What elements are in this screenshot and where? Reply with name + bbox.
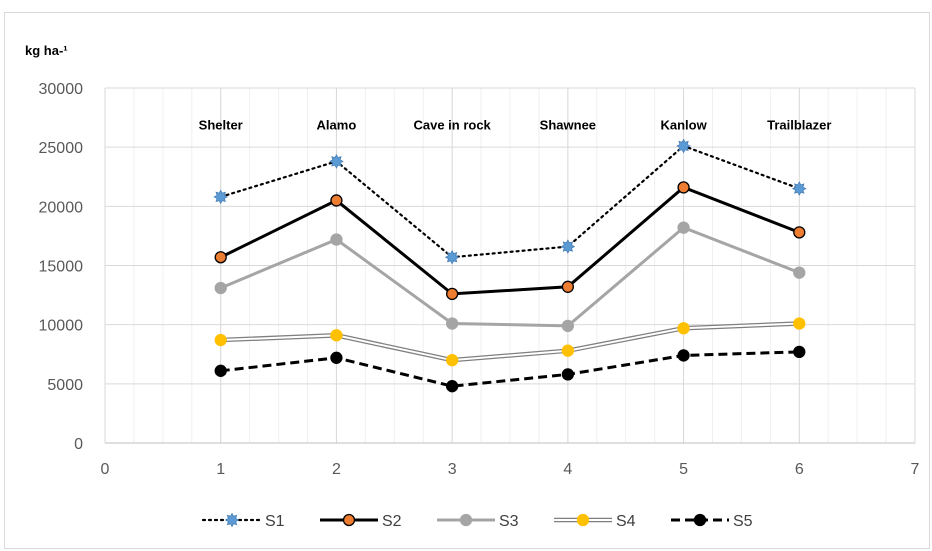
x-tick-label: 5 bbox=[679, 461, 688, 478]
data-point-S1 bbox=[676, 138, 691, 154]
annotation-label: Shelter bbox=[199, 117, 243, 132]
data-point-S1 bbox=[329, 154, 344, 169]
legend-swatch-marker bbox=[342, 513, 356, 527]
series-S3 bbox=[214, 221, 806, 333]
x-tick-label: 4 bbox=[563, 461, 572, 478]
grid-lines bbox=[104, 87, 916, 444]
legend-swatch-marker bbox=[576, 513, 590, 527]
data-point-S2 bbox=[330, 194, 343, 207]
chart-frame bbox=[4, 12, 930, 549]
data-point-S5 bbox=[793, 345, 806, 359]
legend-label: S4 bbox=[616, 513, 636, 530]
series-S4 bbox=[214, 317, 806, 367]
y-tick-label: 20000 bbox=[39, 199, 84, 216]
data-point-S2 bbox=[677, 181, 690, 194]
legend-item-S5: S5 bbox=[671, 513, 753, 530]
series-line-S2 bbox=[220, 185, 800, 296]
data-point-S5 bbox=[561, 368, 575, 381]
legend-swatch-marker bbox=[693, 513, 707, 527]
data-point-S4 bbox=[677, 322, 690, 335]
data-point-S4 bbox=[214, 333, 227, 347]
series-S5 bbox=[214, 345, 806, 393]
legend-label: S2 bbox=[382, 513, 402, 530]
x-tick-label: 1 bbox=[216, 461, 225, 478]
annotation-label: Alamo bbox=[317, 117, 357, 132]
legend-swatch-marker bbox=[459, 513, 473, 527]
y-tick-label: 0 bbox=[74, 436, 83, 453]
y-axis-label: kg ha-¹ bbox=[25, 43, 68, 58]
y-tick-label: 15000 bbox=[39, 259, 84, 276]
data-point-S2 bbox=[214, 251, 227, 264]
data-point-S4 bbox=[793, 317, 806, 330]
legend-label: S3 bbox=[499, 513, 519, 530]
x-tick-label: 0 bbox=[101, 461, 110, 478]
data-point-S2 bbox=[561, 280, 575, 293]
axes: 0 5000 10000 15000 20000 25000 30000 0 1 2 3 4 5 6 7 bbox=[39, 81, 920, 478]
y-tick-label: 30000 bbox=[39, 81, 84, 98]
legend-item-S3: S3 bbox=[437, 513, 519, 530]
annotation-label: Kanlow bbox=[660, 117, 707, 132]
y-tick-label: 10000 bbox=[39, 318, 84, 335]
x-tick-label: 7 bbox=[911, 461, 920, 478]
series-S1 bbox=[213, 138, 807, 265]
x-tick-label: 6 bbox=[795, 461, 804, 478]
data-point-S5 bbox=[330, 351, 343, 364]
legend: S1 S2 S3 S4 S5 bbox=[201, 512, 753, 530]
y-tick-label: 25000 bbox=[39, 140, 84, 157]
data-point-S5 bbox=[445, 380, 459, 393]
x-tick-label: 3 bbox=[448, 461, 457, 478]
data-point-S4 bbox=[445, 354, 459, 367]
data-point-S3 bbox=[330, 233, 343, 246]
data-point-S3 bbox=[677, 221, 690, 234]
legend-label: S1 bbox=[265, 513, 285, 530]
data-point-S2 bbox=[445, 287, 459, 301]
series-S2 bbox=[214, 181, 806, 301]
annotation-label: Trailblazer bbox=[767, 117, 831, 132]
x-tick-label: 2 bbox=[332, 461, 341, 478]
annotation-label: Cave in rock bbox=[413, 117, 491, 132]
y-tick-label: 5000 bbox=[47, 377, 83, 394]
data-point-S3 bbox=[561, 319, 575, 333]
legend-item-S1: S1 bbox=[201, 512, 285, 530]
data-point-S3 bbox=[445, 317, 459, 330]
data-point-S1 bbox=[560, 239, 576, 254]
annotation-label: Shawnee bbox=[540, 117, 596, 132]
data-point-S2 bbox=[793, 226, 806, 239]
data-point-S4 bbox=[330, 329, 343, 342]
series-layer bbox=[213, 138, 807, 393]
series-line-S1 bbox=[219, 144, 801, 259]
annotation-layer: Shelter Alamo Cave in rock Shawnee Kanlow Tra… bbox=[199, 117, 832, 132]
data-point-S3 bbox=[793, 266, 806, 279]
data-point-S1 bbox=[791, 181, 807, 196]
data-point-S1 bbox=[213, 189, 229, 205]
data-point-S5 bbox=[214, 364, 227, 377]
legend-swatch-marker bbox=[224, 512, 240, 528]
data-point-S5 bbox=[677, 349, 690, 362]
legend-label: S5 bbox=[733, 513, 753, 530]
series-line-S4-inner bbox=[220, 322, 800, 362]
data-point-S3 bbox=[214, 281, 227, 295]
data-point-S1 bbox=[444, 249, 460, 265]
series-line-S3 bbox=[220, 225, 800, 328]
legend-item-S2: S2 bbox=[320, 513, 402, 530]
legend-item-S4: S4 bbox=[554, 513, 636, 530]
data-point-S4 bbox=[561, 344, 575, 357]
